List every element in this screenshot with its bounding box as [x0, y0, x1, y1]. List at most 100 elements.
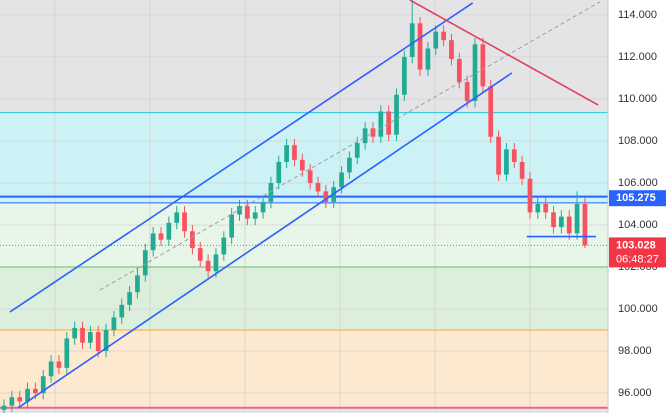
trendline — [409, 0, 599, 106]
candle-body — [472, 44, 478, 102]
candle-body — [292, 145, 297, 160]
y-tick-label: 100.000 — [618, 303, 658, 315]
candle-body — [543, 203, 549, 213]
candle-body — [433, 31, 439, 49]
y-tick-label: 108.000 — [618, 135, 658, 147]
y-tick-label: 104.000 — [618, 219, 658, 231]
candle-body — [103, 330, 109, 352]
candle-body — [409, 23, 415, 57]
candle-body — [197, 248, 203, 261]
candle-body — [496, 136, 501, 175]
candle-body — [17, 397, 23, 402]
candle-body — [150, 233, 156, 251]
candle-body — [237, 206, 242, 215]
candle-body — [535, 203, 541, 213]
candle-body — [504, 149, 509, 175]
candle-body — [190, 231, 195, 249]
candle-body — [111, 317, 117, 331]
candle-body — [119, 304, 125, 318]
candle-body — [307, 170, 313, 183]
candle-body — [339, 172, 344, 188]
candle-body — [425, 48, 431, 70]
candle-body — [268, 182, 274, 202]
candle-body — [527, 178, 533, 213]
candle-body — [56, 361, 62, 368]
y-tick-label: 98.000 — [618, 345, 652, 357]
candle-body — [417, 23, 423, 70]
trendline — [99, 1, 601, 291]
candle-body — [402, 56, 407, 95]
candle-body — [299, 159, 305, 171]
candle-body — [33, 388, 38, 394]
price-axis — [608, 0, 666, 413]
candle-body — [72, 327, 78, 339]
candle-body — [174, 212, 180, 223]
candle-body — [362, 128, 368, 144]
candle-body — [519, 161, 525, 179]
candle-body — [566, 216, 572, 234]
candle-body — [441, 31, 446, 41]
candle-body — [48, 361, 54, 377]
candle-body — [166, 222, 172, 240]
y-tick-label: 96.000 — [618, 387, 652, 399]
candle-body — [88, 332, 93, 343]
trendlines — [9, 0, 601, 409]
candle-body — [284, 145, 289, 162]
y-tick-label: 106.000 — [618, 177, 658, 189]
candle-body — [9, 397, 15, 406]
candle-body — [182, 212, 187, 232]
y-tick-label: 110.000 — [618, 93, 657, 105]
candle-body — [449, 40, 454, 60]
candle-body — [386, 111, 392, 135]
y-tick-label: 112.000 — [618, 51, 657, 63]
zone — [0, 112, 608, 203]
candle-body — [276, 161, 282, 183]
candle-body — [1, 405, 7, 410]
candle-body — [488, 86, 494, 137]
candle-body — [323, 191, 329, 202]
trendline — [9, 2, 474, 313]
candle-body — [260, 201, 266, 213]
candle-body — [252, 212, 258, 219]
candle-body — [221, 237, 227, 255]
candle-body — [229, 214, 235, 238]
candle-body — [354, 143, 360, 158]
candle-body — [378, 111, 384, 137]
candle-body — [480, 44, 486, 87]
price-label: 103.028 — [616, 239, 656, 251]
candle-body — [582, 203, 588, 246]
zone — [0, 330, 608, 408]
candle-body — [315, 182, 321, 192]
countdown-label: 06:48:27 — [616, 253, 659, 265]
levels — [0, 112, 608, 409]
candle-body — [213, 254, 219, 272]
candle-body — [464, 82, 470, 102]
candle-body — [456, 59, 462, 83]
candle-body — [559, 216, 564, 228]
candle-body — [245, 206, 250, 219]
y-tick-label: 114.000 — [618, 9, 657, 21]
candle-body — [142, 250, 148, 276]
candle-body — [40, 376, 46, 394]
price-label: 105.275 — [616, 192, 656, 204]
candle-body — [347, 157, 352, 173]
trendline — [17, 72, 513, 409]
candle-body — [574, 203, 580, 234]
candle-body — [511, 149, 517, 162]
candle-body — [135, 275, 140, 293]
candle-body — [551, 212, 556, 228]
candle-body — [25, 388, 30, 402]
candle-body — [80, 327, 85, 343]
axis-labels: 96.00098.000100.000102.000104.000106.000… — [609, 9, 666, 399]
price-label-box — [609, 237, 666, 268]
candle-body — [95, 332, 101, 352]
zones — [0, 112, 608, 408]
zone — [0, 267, 608, 331]
candle-body — [205, 260, 211, 272]
candle-body — [158, 233, 164, 240]
price-label-box — [609, 190, 666, 207]
candle-body — [64, 338, 70, 368]
candle-body — [394, 94, 399, 135]
candle-body — [127, 292, 132, 305]
